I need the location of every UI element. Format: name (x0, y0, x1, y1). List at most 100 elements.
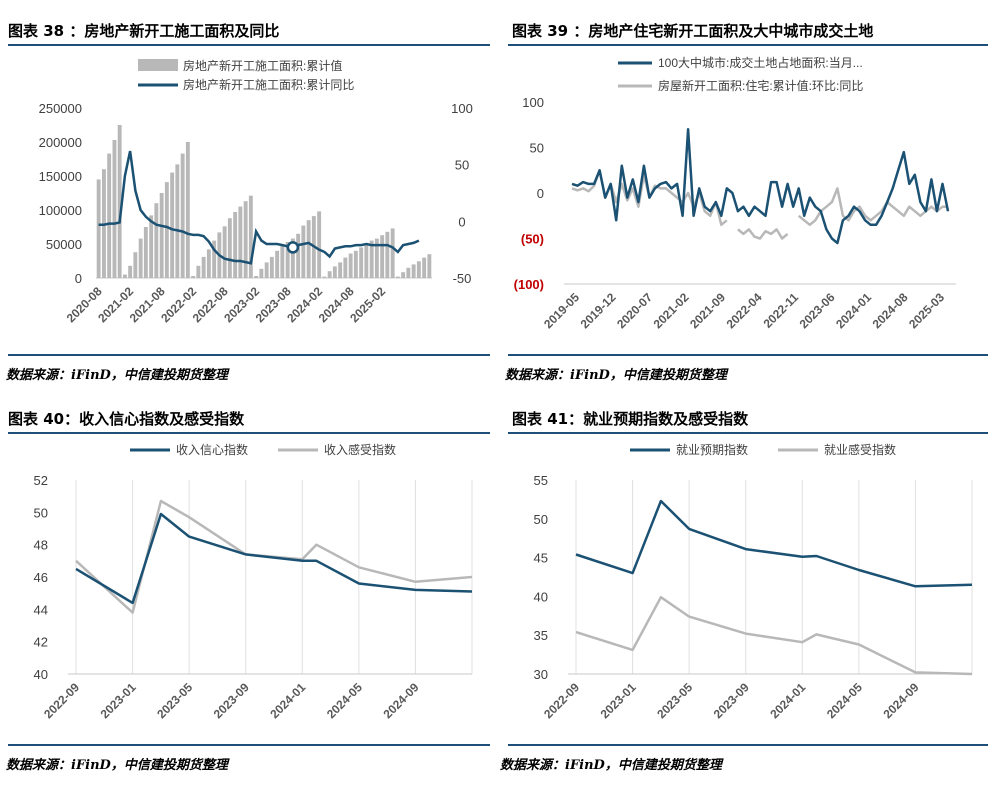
chart40-y-tick: 46 (34, 570, 48, 585)
chart38-bar (264, 262, 269, 278)
chart39-source: 数据来源：iFinD，中信建投期货整理 (505, 368, 727, 383)
chart40-y-tick: 42 (34, 635, 48, 650)
chart38-yleft-tick: 200000 (39, 135, 82, 150)
chart39-x-tick: 2020-07 (614, 290, 655, 331)
chart39-legend-label-0: 100大中城市:成交土地占地面积:当月... (658, 55, 863, 70)
chart39-plot: 100大中城市:成交土地占地面积:当月... 房屋新开工面积:住宅:累计值:环比:… (514, 55, 956, 331)
chart40-x-tick: 2023-09 (211, 680, 252, 721)
chart40-y-tick: 44 (34, 602, 48, 617)
chart41-series-line-1 (575, 595, 973, 676)
chart38-bar (280, 245, 285, 278)
chart39-legend-label-1: 房屋新开工面积:住宅:累计值:环比:同比 (658, 78, 863, 93)
chart39-x-tick: 2022-04 (724, 290, 765, 331)
chart38-bar (175, 164, 180, 278)
chart39-x-tick: 2019-12 (578, 290, 619, 331)
chart38-bar (290, 238, 295, 278)
chart38-bar (222, 226, 227, 278)
chart40-y-tick: 48 (34, 538, 48, 553)
chart39-x-tick: 2021-02 (651, 290, 692, 331)
chart38-bar (117, 125, 122, 278)
chart41-y-tick: 50 (534, 512, 548, 527)
chart38-bar (159, 193, 164, 278)
chart39-x-tick: 2024-08 (870, 290, 911, 331)
chart38-bar (332, 266, 337, 278)
chart41-legend-label-0: 就业预期指数 (676, 442, 748, 457)
chart39-series-line-0 (571, 128, 950, 245)
chart38-bar (317, 211, 322, 278)
chart38-bar (254, 276, 259, 278)
chart38-bar (269, 256, 274, 278)
chart38-bar (96, 179, 101, 278)
chart39-x-tick: 2024-01 (833, 290, 874, 331)
chart41-y-tick: 55 (534, 473, 548, 488)
chart38-legend-label-1: 房地产新开工施工面积:累计同比 (183, 77, 354, 92)
chart38-legend-swatch-bar (138, 59, 178, 71)
chart40-bottom-rule (8, 744, 490, 746)
chart39-y-tick: 100 (522, 95, 544, 110)
chart41-y-tick: 40 (534, 589, 548, 604)
chart39-y-tick: (50) (521, 232, 544, 247)
chart38-yleft-tick: 100000 (39, 203, 82, 218)
chart40-x-tick: 2024-01 (267, 680, 308, 721)
chart38-bar (196, 265, 201, 278)
chart41-x-tick: 2024-09 (881, 680, 922, 721)
chart39-top-rule (508, 44, 988, 46)
chart41-y-tick: 45 (534, 551, 548, 566)
chart41-x-tick: 2023-01 (598, 680, 639, 721)
chart38-bar (422, 257, 427, 278)
chart38-yright-tick: 100 (451, 101, 473, 116)
chart38-yleft-tick: 50000 (46, 237, 82, 252)
chart38-bar (170, 172, 175, 278)
chart38-bar (374, 238, 379, 278)
chart38-bar (338, 262, 343, 278)
chart41-top-rule (508, 432, 988, 434)
chart38-source: 数据来源：iFinD，中信建投期货整理 (6, 368, 228, 383)
chart41-x-tick: 2022-09 (541, 680, 582, 721)
chart38-bar (201, 256, 206, 278)
chart38-bar (359, 247, 364, 278)
chart40-top-rule (8, 432, 490, 434)
chart40-x-tick: 2023-01 (98, 680, 139, 721)
chart38-bar (364, 244, 369, 278)
chart38-line-marker (286, 241, 300, 254)
chart41-x-tick: 2023-09 (711, 680, 752, 721)
chart40-x-tick: 2022-09 (41, 680, 82, 721)
chart39-x-tick: 2025-03 (906, 290, 947, 331)
chart39-y-tick: 50 (530, 141, 544, 156)
chart40-x-tick: 2024-09 (381, 680, 422, 721)
chart41-series-line-0 (575, 499, 973, 588)
chart38-bar (380, 235, 385, 278)
chart38-bar (112, 140, 117, 278)
chart38-bar (343, 257, 348, 278)
chart38-bar (348, 253, 353, 278)
chart39-y-tick: (100) (514, 277, 544, 292)
chart41-legend-label-1: 就业感受指数 (824, 442, 896, 457)
chart40-y-tick: 40 (34, 667, 48, 682)
chart39-series-line-1 (571, 169, 948, 240)
chart41-x-tick: 2024-01 (767, 680, 808, 721)
chart38-bar (164, 182, 169, 278)
chart38-yright-tick: 50 (455, 158, 469, 173)
chart39-y-tick: 0 (537, 186, 544, 201)
chart40-plot: 收入信心指数 收入感受指数 40 42 44 46 48 50 52 2022-09 2023-01… (34, 442, 473, 721)
chart39-x-tick: 2021-09 (687, 290, 728, 331)
chart38-bar (301, 225, 306, 278)
chart38-bar (107, 153, 112, 278)
chart39-x-tick: 2022-11 (761, 290, 802, 331)
chart41-x-tick: 2024-05 (824, 680, 865, 721)
chart38-x-tick: 2025-02 (347, 284, 388, 325)
chart40-series-line-0 (75, 512, 473, 605)
chart38-bar (369, 240, 374, 278)
chart41-bottom-rule (508, 744, 988, 746)
chart38-bar (128, 265, 133, 278)
chart38-bar (406, 267, 411, 278)
chart38-bar (275, 250, 280, 278)
chart38-bar (206, 249, 211, 278)
chart38-bar (248, 195, 253, 278)
chart38-legend-label-0: 房地产新开工施工面积:累计值 (183, 58, 342, 73)
chart41-y-tick: 35 (534, 628, 548, 643)
chart40-legend-label-1: 收入感受指数 (324, 442, 396, 457)
chart38-bar (327, 271, 332, 278)
chart41-y-tick: 30 (534, 667, 548, 682)
chart38-top-rule (8, 44, 490, 46)
